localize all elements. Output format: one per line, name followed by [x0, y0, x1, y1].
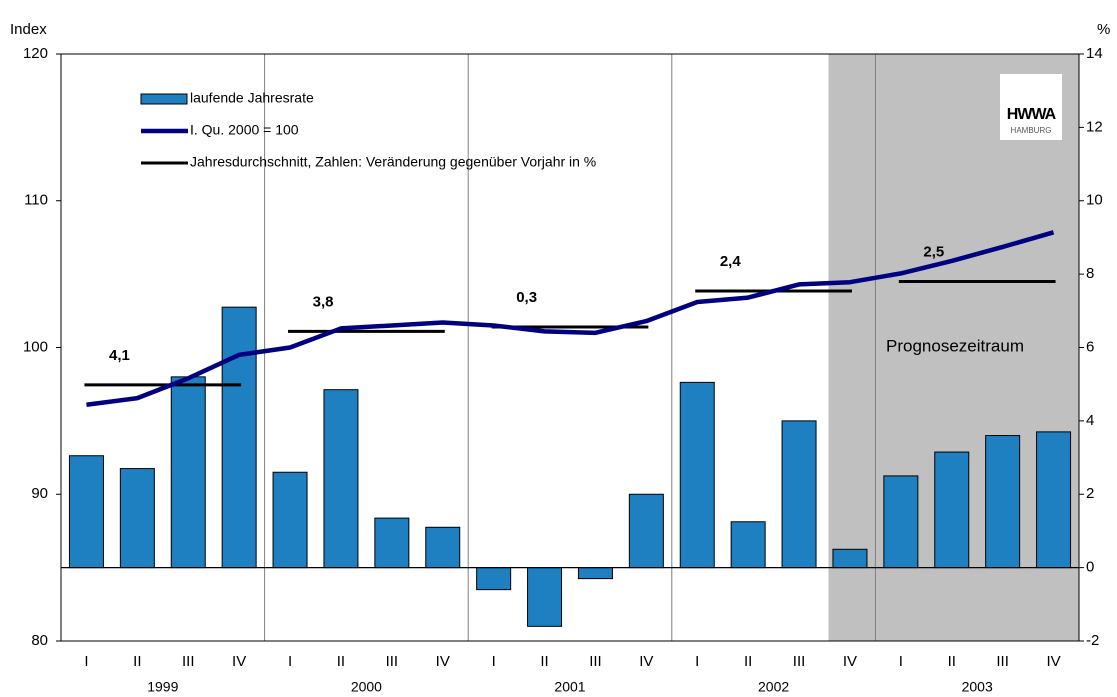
average-label: 4,1 [109, 347, 130, 364]
x-tick-label: II [337, 653, 345, 670]
x-tick-label: IV [843, 653, 857, 670]
y2-tick-label: 8 [1086, 265, 1094, 282]
x-tick-label: IV [639, 653, 653, 670]
bar [272, 471, 308, 569]
legend-label: I. Qu. 2000 = 100 [190, 122, 299, 138]
y2-tick-label: 12 [1086, 118, 1103, 135]
y-tick-label: 80 [31, 632, 48, 649]
y2-axis-label: % [1097, 21, 1110, 38]
y-tick-label: 90 [31, 485, 48, 502]
average-label: 2,4 [720, 253, 742, 270]
y-axis-label: Index [10, 21, 47, 38]
bar [527, 567, 563, 627]
bar [577, 567, 613, 580]
y2-tick-label: 2 [1086, 485, 1094, 502]
bar [68, 455, 104, 569]
index-line [86, 230, 1055, 407]
x-tick-label: III [996, 653, 1009, 670]
x-tick-label: I [492, 653, 496, 670]
x-tick-label: I [84, 653, 88, 670]
x-tick-label: III [386, 653, 399, 670]
x-tick-label: III [589, 653, 602, 670]
bar [221, 306, 257, 569]
x-tick-label: III [182, 653, 195, 670]
bar [985, 435, 1021, 569]
y2-tick-label: -2 [1086, 632, 1099, 649]
bar [425, 526, 461, 569]
legend-label: Jahresdurchschnitt, Zahlen: Veränderung … [190, 154, 596, 170]
bar [883, 475, 919, 569]
bar [323, 389, 359, 569]
y2-tick-label: 0 [1086, 559, 1094, 576]
x-tick-label: I [695, 653, 699, 670]
bar [476, 567, 512, 591]
year-label: 2002 [758, 679, 789, 695]
bar [934, 451, 970, 569]
forecast-label: Prognosezeitraum [886, 336, 1024, 355]
legend-swatch [140, 93, 188, 105]
year-label: 2000 [351, 679, 382, 695]
bar [628, 493, 664, 569]
x-tick-label: II [744, 653, 752, 670]
logo-subtext: HAMBURG [1011, 126, 1052, 135]
x-tick-label: IV [232, 653, 246, 670]
y-tick-label: 100 [23, 338, 48, 355]
bar [119, 468, 155, 569]
bar [374, 517, 410, 569]
bar [1036, 431, 1072, 569]
y2-tick-label: 4 [1086, 412, 1094, 429]
bar [679, 381, 715, 569]
average-label: 2,5 [923, 243, 944, 260]
x-tick-label: I [899, 653, 903, 670]
bar [781, 420, 817, 569]
x-tick-label: II [540, 653, 548, 670]
y-tick-label: 110 [24, 192, 48, 209]
x-tick-label: II [133, 653, 141, 670]
bar [832, 548, 868, 569]
x-tick-label: IV [1046, 653, 1060, 670]
x-tick-label: II [948, 653, 956, 670]
bar [730, 521, 766, 569]
y2-tick-label: 14 [1086, 45, 1103, 62]
year-label: 2003 [962, 679, 993, 695]
year-label: 1999 [147, 679, 178, 695]
logo-box [1000, 74, 1062, 140]
average-label: 0,3 [516, 289, 537, 306]
x-tick-label: III [793, 653, 806, 670]
x-tick-label: IV [436, 653, 450, 670]
average-label: 3,8 [313, 293, 334, 310]
bar [170, 376, 206, 569]
y2-tick-label: 10 [1086, 192, 1103, 209]
x-tick-label: I [288, 653, 292, 670]
y-tick-label: 120 [23, 45, 48, 62]
y2-tick-label: 6 [1086, 338, 1094, 355]
logo-text: HWWA [1007, 106, 1057, 123]
year-label: 2001 [554, 679, 585, 695]
legend-label: laufende Jahresrate [190, 90, 314, 106]
